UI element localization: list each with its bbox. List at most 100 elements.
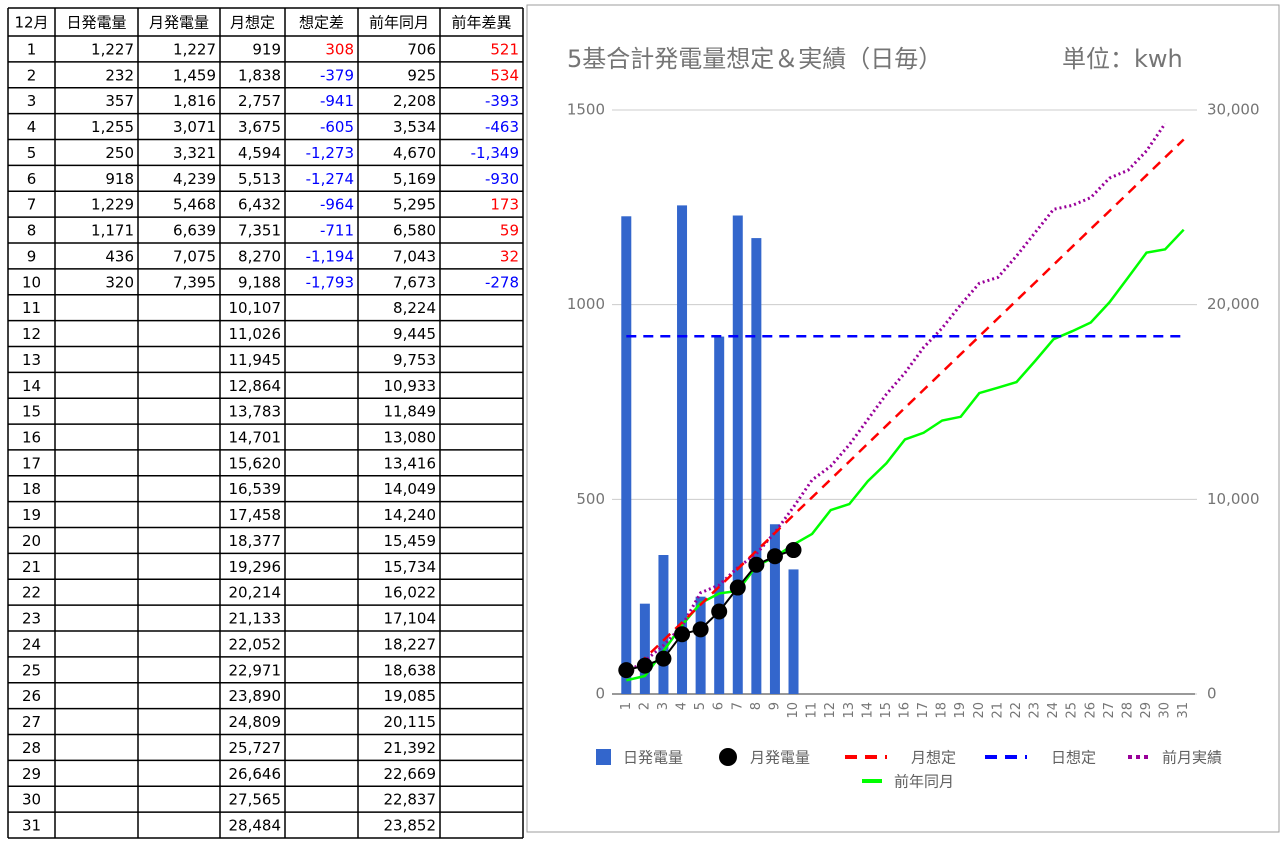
x-tick-label: 5 [693,702,708,710]
table-cell: 29 [22,765,41,783]
x-tick-label: 8 [749,702,764,710]
marker [655,650,672,667]
table-cell: 4 [27,118,37,136]
table-cell: 4,594 [238,144,281,162]
table-cell: 21 [22,558,41,576]
table-cell: 1 [27,40,37,58]
table-cell: 31 [22,817,41,835]
table-cell: 20,115 [384,713,437,731]
legend-swatch [719,748,737,766]
bar [714,336,725,694]
table-cell: 59 [500,222,519,240]
table-cell: 9,445 [393,325,436,343]
table-cell: 27 [22,713,41,731]
table-cell: 4,239 [173,170,216,188]
table-cell: 14,049 [384,480,437,498]
marker [692,621,709,638]
legend-swatch [596,749,611,765]
bar [677,205,688,695]
table-cell: 3,321 [173,144,216,162]
line [626,549,794,672]
y2-tick-label: 10,000 [1207,490,1260,508]
x-tick-label: 18 [935,702,950,719]
table-cell: 3,534 [393,118,436,136]
table-cell: 3 [27,92,37,110]
table-header: 前年差異 [451,14,511,32]
x-tick-label: 10 [786,702,801,719]
table-cell: 22,837 [384,791,437,809]
y2-tick-label: 20,000 [1207,295,1260,313]
x-tick-label: 17 [916,702,931,719]
table-cell: 18,377 [229,532,282,550]
table-cell: 15,734 [384,558,437,576]
marker [748,556,765,573]
table-cell: 8 [27,222,37,240]
y-tick-label: 1500 [567,101,605,119]
table-cell: 173 [490,196,519,214]
table-cell: 1,816 [173,92,216,110]
table-cell: 6 [27,170,37,188]
table-cell: 7,395 [173,273,216,291]
table-cell: 534 [490,66,519,84]
y2-tick-label: 30,000 [1207,101,1260,119]
table-cell: 3,071 [173,118,216,136]
table-cell: -1,274 [306,170,354,188]
x-tick-label: 1 [619,702,634,710]
table-cell: 3,675 [238,118,281,136]
x-tick-label: 24 [1046,702,1061,719]
x-tick-label: 31 [1176,702,1191,719]
x-tick-label: 9 [767,702,782,710]
x-tick-label: 19 [953,702,968,719]
table-cell: -1,793 [306,273,354,291]
table-cell: 18 [22,480,41,498]
table-cell: 10,107 [229,299,282,317]
table-cell: 26,646 [229,765,282,783]
table-cell: 925 [407,66,436,84]
chart-unit: 単位：kwh [1062,45,1183,73]
bar [751,238,762,694]
table-cell: 6,432 [238,196,281,214]
table-cell: 26 [22,687,41,705]
table-cell: 8,270 [238,247,281,265]
table-cell: 25 [22,661,41,679]
marker [674,626,691,643]
table-cell: 10,933 [384,377,437,395]
x-tick-label: 26 [1083,702,1098,719]
y2-tick-label: 0 [1207,685,1217,703]
table-header: 12月 [14,14,48,32]
table-cell: 919 [252,40,281,58]
table-cell: 11 [22,299,41,317]
table-cell: 250 [105,144,134,162]
table-cell: 12 [22,325,41,343]
line [626,228,1185,682]
bar [732,215,743,694]
table-cell: 6,580 [393,222,436,240]
table-cell: -711 [320,222,354,240]
bar [788,569,799,694]
table-cell: 5,513 [238,170,281,188]
table-cell: 16,539 [229,480,282,498]
table-cell: 28,484 [229,817,282,835]
marker [711,603,728,620]
table-cell: 7 [27,196,37,214]
marker [636,657,653,674]
chart-title: 5基合計発電量想定＆実績（日毎） [567,45,942,73]
table-cell: 2 [27,66,37,84]
table-header: 日発電量 [66,14,126,32]
table-cell: 1,838 [238,66,281,84]
x-tick-label: 15 [879,702,894,719]
table-cell: -463 [485,118,519,136]
table-cell: 4,670 [393,144,436,162]
table-cell: 28 [22,739,41,757]
y-tick-label: 500 [576,490,605,508]
table-cell: -278 [485,273,519,291]
legend-label: 前月実績 [1162,749,1222,767]
x-tick-label: 21 [990,702,1005,719]
table-cell: 25,727 [229,739,282,757]
table-header: 想定差 [299,14,344,32]
table-cell: 14,701 [229,429,282,447]
table-cell: -941 [320,92,354,110]
x-tick-label: 25 [1065,702,1080,719]
